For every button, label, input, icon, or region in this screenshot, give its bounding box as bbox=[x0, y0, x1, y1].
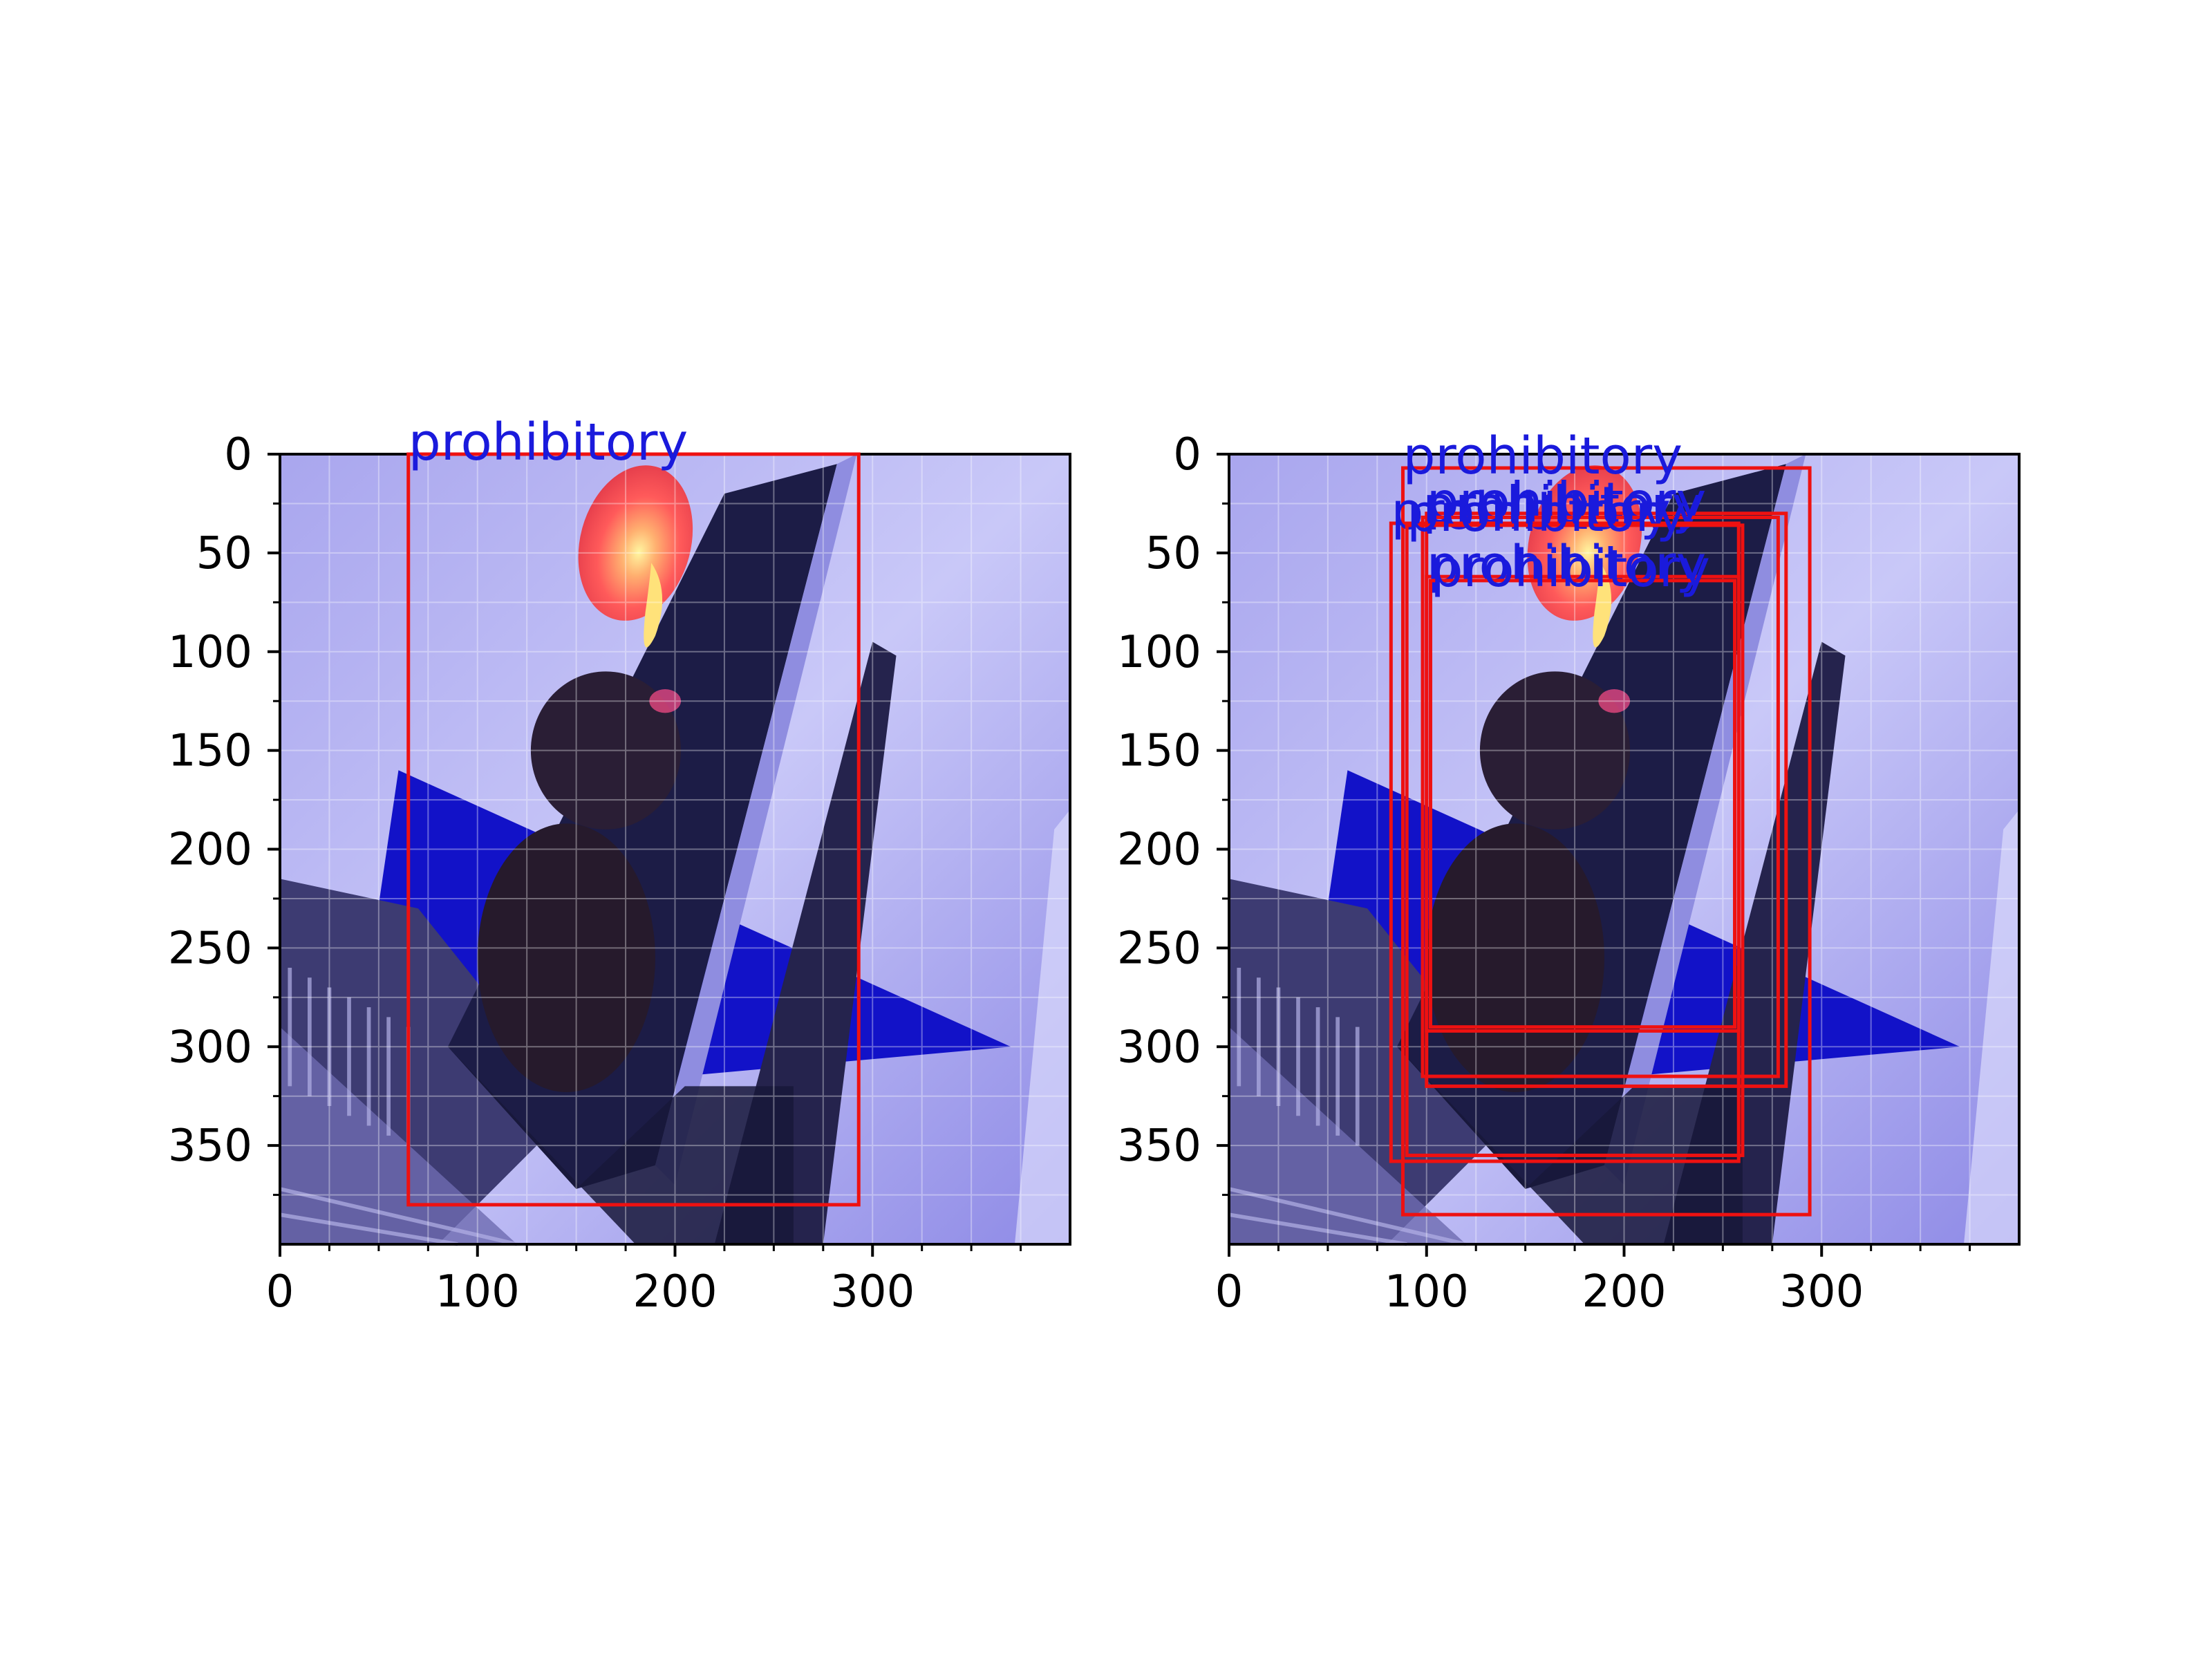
y-tick-label: 200 bbox=[1117, 825, 1201, 876]
y-tick-label: 0 bbox=[224, 429, 252, 480]
y-tick-label: 100 bbox=[1117, 627, 1201, 678]
x-tick-label: 0 bbox=[1215, 1266, 1244, 1318]
bounding-box bbox=[1421, 515, 1780, 1078]
detection-label: prohibitory bbox=[1427, 535, 1707, 594]
detection-box: prohibitory bbox=[1405, 484, 1745, 1157]
y-tick-label: 250 bbox=[1117, 923, 1201, 974]
x-tick-label: 300 bbox=[830, 1266, 915, 1318]
detection-label: prohibitory bbox=[1403, 427, 1683, 486]
detection-box: prohibitory bbox=[1425, 535, 1741, 1033]
x-tick-label: 100 bbox=[1385, 1266, 1469, 1318]
detection-box: prohibitory bbox=[1425, 472, 1788, 1088]
bounding-box bbox=[1428, 579, 1737, 1029]
y-tick-label: 0 bbox=[1173, 429, 1201, 480]
y-tick-label: 100 bbox=[168, 627, 252, 678]
x-tick-label: 100 bbox=[435, 1266, 520, 1318]
detection-box: prohibitory bbox=[1428, 539, 1737, 1029]
y-tick-label: 200 bbox=[168, 825, 252, 876]
image-panel-right: 0 100 200 300 0 50 100 150 200 250 300 350 prohibito… bbox=[1117, 427, 2019, 1318]
y-tick-label: 250 bbox=[168, 923, 252, 974]
y-tick-label: 150 bbox=[1117, 726, 1201, 777]
detection-label: prohibitory bbox=[1391, 482, 1671, 541]
detection-label: prohibitory bbox=[1430, 539, 1710, 599]
y-tick-label: 300 bbox=[1117, 1022, 1201, 1073]
image-panel-left: 0 100 200 300 0 50 100 150 200 250 300 350 prohibito… bbox=[168, 413, 1070, 1318]
detection-label: prohibitory bbox=[1427, 472, 1707, 532]
y-tick-label: 50 bbox=[196, 528, 252, 579]
x-tick-label: 200 bbox=[632, 1266, 717, 1318]
detection-label: prohibitory bbox=[1407, 484, 1687, 543]
y-tick-label: 50 bbox=[1145, 528, 1201, 579]
x-tick-label: 300 bbox=[1779, 1266, 1864, 1318]
detection-label: prohibitory bbox=[409, 413, 688, 472]
y-tick-label: 350 bbox=[168, 1121, 252, 1172]
bounding-box bbox=[1405, 523, 1745, 1157]
grid bbox=[279, 453, 1071, 1245]
x-tick-label: 200 bbox=[1582, 1266, 1666, 1318]
y-tick-label: 150 bbox=[168, 726, 252, 777]
detection-box: prohibitory bbox=[1400, 427, 1812, 1217]
bounding-box bbox=[406, 452, 861, 1207]
bounding-box bbox=[1425, 574, 1741, 1033]
bounding-box bbox=[1400, 466, 1812, 1217]
detection-box: prohibitory bbox=[406, 413, 861, 1207]
y-tick-label: 300 bbox=[168, 1022, 252, 1073]
x-tick-label: 0 bbox=[266, 1266, 294, 1318]
y-tick-label: 350 bbox=[1117, 1121, 1201, 1172]
